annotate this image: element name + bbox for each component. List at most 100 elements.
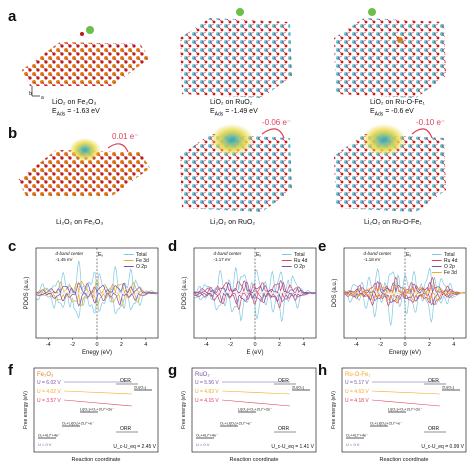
zero-potential-label: U = 0 V	[196, 442, 210, 447]
overpotential-label: U_c-U_eq = 1.41 V	[271, 444, 314, 450]
plot-frame	[341, 367, 467, 453]
d-band-value: -1.17 eV	[214, 257, 231, 262]
panel-title: Ru-O-Fe₁	[345, 372, 370, 378]
panel-label-a: a	[8, 8, 17, 25]
state-label: 2Li(O₂)	[292, 386, 305, 390]
series-o-2p-up	[343, 280, 466, 295]
fe2o3-slab-b	[18, 150, 150, 196]
legend-label: Ru 4d	[444, 258, 458, 264]
series-total-down	[343, 291, 467, 326]
potential-label: U = 4.63 V	[345, 389, 369, 395]
plot-frame	[191, 367, 317, 453]
x-tick-label: 2	[120, 342, 123, 348]
series-fe-3d-down	[35, 292, 158, 307]
fermi-label: Ef	[406, 252, 411, 258]
overpotential-label: U_c-U_eq = 0.99 V	[421, 444, 464, 450]
state-label: O₂+4Li⁺+4e⁻	[196, 434, 218, 438]
zero-potential-label: U = 0 V	[38, 442, 52, 447]
series-o-2p-up	[35, 282, 158, 295]
potential-label: U = 6.02 V	[37, 380, 61, 386]
x-axis-label: Reaction coordinate	[380, 457, 429, 463]
axis-label-a: a	[41, 95, 44, 101]
x-tick-label: 4	[302, 342, 305, 348]
x-tick-label: 0	[95, 342, 98, 348]
series-fe-3d-up	[343, 284, 467, 294]
caption-b2: Li₂O₂ on RuO₂	[210, 219, 256, 226]
fe-svg-g: RuO₂ U = 5.56 V U = 4.63 V U = 4.15 V 2Li(O₂…	[181, 367, 317, 463]
legend-label: O 2p	[294, 264, 305, 270]
x-tick-label: 0	[253, 342, 256, 348]
x-tick-label: -4	[354, 342, 359, 348]
fermi-label: Ef	[256, 252, 261, 258]
state-label: O₂+4Li⁺+4e⁻	[38, 434, 60, 438]
charge-b2: -0.06 e⁻	[262, 118, 292, 127]
y-axis-label: DOS (a.u.)	[332, 279, 338, 308]
x-tick-label: 4	[144, 342, 147, 348]
x-axis-label: E (eV)	[246, 350, 263, 356]
d-band-value: -1.18 eV	[364, 257, 381, 262]
pdos-svg-c: -4 -2 0 2 4 Enegy (eV) PDOS (a.u.) d-band cente…	[24, 247, 159, 356]
state-label: Li(O₂)+O₂+2Li⁺+2e⁻	[388, 408, 422, 412]
state-label: Li(O₂)+O₂+2Li⁺+2e⁻	[80, 408, 114, 412]
ruo2-slab-a	[180, 18, 292, 98]
series-o-2p-down	[35, 292, 158, 307]
ruofe-slab-a	[334, 18, 446, 98]
free-energy-chart-g: RuO₂ U = 5.56 V U = 4.63 V U = 4.15 V 2Li(O₂…	[180, 366, 320, 463]
d-band-annotation: d-band center	[56, 251, 84, 256]
panel-label-g: g	[168, 362, 178, 379]
y-axis-label: Free energy (eV)	[331, 391, 337, 429]
oer-label: OER	[278, 378, 289, 384]
d-band-annotation: d-band center	[364, 251, 392, 256]
d-band-annotation: d-band center	[214, 251, 242, 256]
panel-label-d: d	[168, 238, 178, 255]
series-o-2p-up	[193, 280, 317, 294]
li-atom-icon	[86, 26, 94, 34]
pdos-chart-e: -4 -2 0 2 4 Energy (eV) DOS (a.u.) d-band cente…	[330, 244, 470, 356]
legend-label: Fe 3d	[444, 270, 457, 276]
potential-label: U = 4.18 V	[345, 398, 369, 404]
x-tick-label: -4	[46, 342, 51, 348]
pdos-svg-e: -4 -2 0 2 4 Energy (eV) DOS (a.u.) d-band cente…	[332, 247, 467, 356]
caption-b3: Li₂O₂ on Ru-O-Fe₁	[364, 219, 422, 226]
legend-label: O 2p	[444, 264, 455, 270]
potential-label: U = 3.57 V	[37, 398, 61, 404]
fe2o3-slab-a	[22, 42, 150, 86]
y-axis-label: PDOS (a.u.)	[24, 277, 30, 310]
panel-label-b: b	[8, 125, 18, 142]
charge-b1: 0.01 e⁻	[112, 132, 139, 141]
d-band-value: -1.45 eV	[56, 257, 73, 262]
state-label: 2Li(O₂)	[442, 386, 455, 390]
x-axis-label: Energy (eV)	[389, 350, 421, 356]
series-fe-3d-down	[343, 292, 467, 302]
fe-svg-h: Ru-O-Fe₁ U = 5.17 V U = 4.63 V U = 4.18 V 2L…	[331, 367, 467, 463]
state-label: O₂+Li(O₂)+2Li⁺+e⁻	[370, 422, 402, 426]
pdos-svg-d: -4 -2 0 2 4 E (eV) PDOS (a.u.) d-band center-1.…	[182, 247, 317, 356]
caption-a1: LiO₂ on Fe₂O₃ EAds = -1.63 eV	[52, 99, 100, 118]
caption-a3: LiO₂ on Ru-O-Fe₁ EAds = -0.6 eV	[370, 99, 425, 118]
x-axis-label: Reaction coordinate	[230, 457, 279, 463]
fe-svg-f: Fe₂O₃ U = 6.02 V U = 4.02 V U = 3.57 V 2Li(O…	[23, 367, 159, 463]
structures-illustration	[18, 8, 446, 212]
plot-frame	[33, 367, 159, 453]
oer-label: OER	[428, 378, 439, 384]
potential-label: U = 4.15 V	[195, 398, 219, 404]
y-axis-label: Free energy (eV)	[181, 391, 187, 429]
caption-a2: LiO₂ on RuO₂ EAds = -1.49 eV	[210, 99, 258, 118]
x-tick-label: -2	[378, 342, 383, 348]
x-axis-label: Enegy (eV)	[82, 350, 112, 356]
potential-label: U = 4.63 V	[195, 389, 219, 395]
orr-label: ORR	[428, 426, 440, 432]
orr-label: ORR	[120, 426, 132, 432]
legend-label: Total	[444, 252, 455, 258]
series-ru-4d-down	[193, 292, 316, 311]
series-total-up	[193, 267, 317, 295]
charge-b3: -0.10 e⁻	[416, 118, 446, 127]
ruofe-slab-b	[334, 134, 446, 212]
axis-label-b: b	[29, 91, 32, 97]
legend-label: Fe 3d	[136, 258, 149, 264]
state-label: O₂+Li(O₂)+2Li⁺+e⁻	[220, 422, 252, 426]
potential-label: U = 5.17 V	[345, 380, 369, 386]
panel-label-e: e	[318, 238, 327, 255]
fermi-label: Ef	[98, 252, 103, 258]
x-tick-label: -4	[204, 342, 209, 348]
